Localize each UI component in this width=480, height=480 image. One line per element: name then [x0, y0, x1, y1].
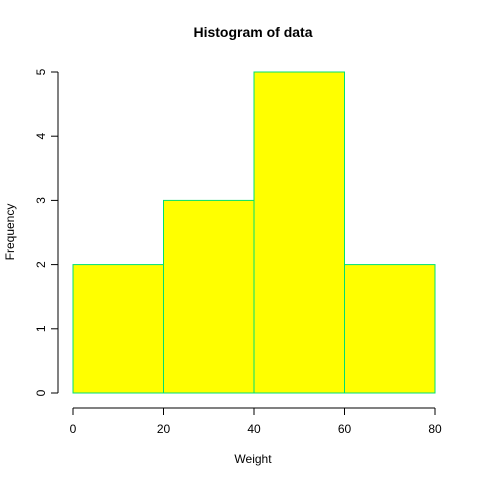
x-tick-label: 80 — [428, 422, 442, 436]
x-axis: 0 20 40 60 80 — [70, 407, 442, 436]
x-tick-label: 0 — [70, 422, 77, 436]
histogram-bar-1 — [72, 264, 164, 394]
x-axis-label: Weight — [234, 452, 272, 466]
y-axis: 0 1 2 3 4 5 — [34, 68, 59, 396]
y-tick-label: 4 — [34, 133, 48, 140]
histogram-bar-2 — [163, 199, 255, 394]
histogram-bar-4 — [344, 264, 436, 394]
chart-title: Histogram of data — [193, 24, 312, 40]
y-tick-label: 5 — [34, 68, 48, 75]
y-tick-label: 3 — [34, 197, 48, 204]
x-tick-label: 20 — [157, 422, 171, 436]
y-tick-label: 1 — [34, 325, 48, 332]
histogram-bar-3 — [253, 71, 345, 394]
y-axis-label: Frequency — [3, 204, 17, 261]
x-tick-label: 60 — [338, 422, 352, 436]
x-tick-label: 40 — [247, 422, 261, 436]
bars-layer — [72, 71, 436, 394]
y-tick-label: 0 — [34, 389, 48, 396]
y-tick-label: 2 — [34, 261, 48, 268]
